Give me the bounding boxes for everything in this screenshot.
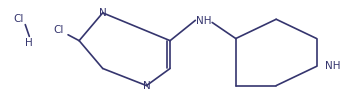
Text: H: H bbox=[25, 38, 33, 48]
Text: Cl: Cl bbox=[54, 25, 64, 35]
Text: NH: NH bbox=[196, 16, 212, 26]
Text: N: N bbox=[143, 81, 150, 91]
Text: NH: NH bbox=[325, 61, 341, 71]
Text: N: N bbox=[99, 8, 107, 18]
Text: Cl: Cl bbox=[13, 14, 24, 24]
